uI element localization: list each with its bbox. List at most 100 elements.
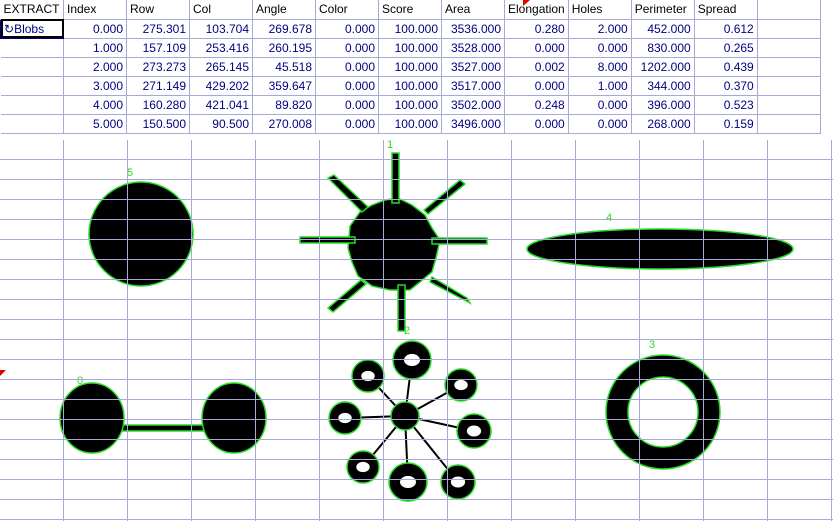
blob-label-0: 0 xyxy=(77,375,83,387)
table-cell[interactable]: 157.109 xyxy=(126,38,190,58)
empty-cell[interactable] xyxy=(757,38,821,58)
table-cell[interactable]: 100.000 xyxy=(378,114,442,134)
table-cell[interactable]: 0.248 xyxy=(504,95,569,115)
table-cell[interactable]: 3496.000 xyxy=(441,114,505,134)
column-header[interactable]: Elongation xyxy=(504,0,569,20)
column-header[interactable]: Perimeter xyxy=(631,0,695,20)
table-cell[interactable]: 3528.000 xyxy=(441,38,505,58)
column-header[interactable]: Holes xyxy=(568,0,632,20)
table-cell[interactable]: 100.000 xyxy=(378,76,442,96)
table-cell[interactable]: 253.416 xyxy=(189,38,253,58)
table-cell[interactable]: 0.265 xyxy=(694,38,758,58)
comment-marker xyxy=(0,370,6,376)
table-cell[interactable]: 3502.000 xyxy=(441,95,505,115)
table-cell[interactable]: 0.000 xyxy=(568,38,632,58)
column-header[interactable]: Color xyxy=(315,0,379,20)
table-cell[interactable]: 0.000 xyxy=(568,114,632,134)
empty-cell[interactable] xyxy=(0,76,64,96)
table-row: 5.000 150.500 90.500 270.008 0.000 100.000 349… xyxy=(0,114,821,134)
column-header[interactable]: Spread xyxy=(694,0,758,20)
empty-cell[interactable] xyxy=(0,114,64,134)
table-cell[interactable]: 45.518 xyxy=(252,57,316,77)
table-cell[interactable]: 452.000 xyxy=(631,19,695,39)
table-cell[interactable]: 4.000 xyxy=(63,95,127,115)
table-cell[interactable]: 269.678 xyxy=(252,19,316,39)
table-cell[interactable]: 0.370 xyxy=(694,76,758,96)
table-cell[interactable]: 429.202 xyxy=(189,76,253,96)
table-cell[interactable]: 830.000 xyxy=(631,38,695,58)
table-cell[interactable]: 0.612 xyxy=(694,19,758,39)
table-cell[interactable]: 0.002 xyxy=(504,57,569,77)
table-cell[interactable]: 396.000 xyxy=(631,95,695,115)
corner-cell[interactable]: EXTRACT xyxy=(0,0,64,20)
table-cell[interactable]: 2.000 xyxy=(63,57,127,77)
empty-cell[interactable] xyxy=(757,0,821,20)
table-row: 4.000 160.280 421.041 89.820 0.000 100.000 350… xyxy=(0,95,821,115)
empty-cell[interactable] xyxy=(0,95,64,115)
empty-cell[interactable] xyxy=(757,114,821,134)
table-cell[interactable]: 0.280 xyxy=(504,19,569,39)
table-cell[interactable]: 3527.000 xyxy=(441,57,505,77)
table-cell[interactable]: 0.000 xyxy=(315,95,379,115)
table-cell[interactable]: 0.523 xyxy=(694,95,758,115)
table-cell[interactable]: 0.439 xyxy=(694,57,758,77)
column-header[interactable]: Row xyxy=(126,0,190,20)
table-cell[interactable]: 260.195 xyxy=(252,38,316,58)
table-cell[interactable]: 100.000 xyxy=(378,57,442,77)
table-cell[interactable]: 270.008 xyxy=(252,114,316,134)
column-header[interactable]: Area xyxy=(441,0,505,20)
table-cell[interactable]: 150.500 xyxy=(126,114,190,134)
table-cell[interactable]: 271.149 xyxy=(126,76,190,96)
table-cell[interactable]: 160.280 xyxy=(126,95,190,115)
table-cell[interactable]: 0.000 xyxy=(568,95,632,115)
selected-cell-blobs[interactable]: ↻Blobs xyxy=(0,18,64,39)
table-cell[interactable]: 268.000 xyxy=(631,114,695,134)
table-cell[interactable]: 265.145 xyxy=(189,57,253,77)
blob-label-5: 5 xyxy=(127,167,133,179)
wheel-ring-hole xyxy=(404,353,420,367)
column-header[interactable]: Index xyxy=(63,0,127,20)
table-cell[interactable]: 100.000 xyxy=(378,19,442,39)
empty-cell[interactable] xyxy=(0,57,64,77)
table-cell[interactable]: 0.000 xyxy=(315,114,379,134)
table-cell[interactable]: 0.000 xyxy=(315,38,379,58)
table-cell[interactable]: 0.000 xyxy=(315,57,379,77)
blob-1-star xyxy=(299,152,488,332)
table-cell[interactable]: 0.000 xyxy=(315,19,379,39)
table-cell[interactable]: 1.000 xyxy=(568,76,632,96)
table-cell[interactable]: 89.820 xyxy=(252,95,316,115)
table-cell[interactable]: 273.273 xyxy=(126,57,190,77)
comment-marker xyxy=(523,0,530,6)
table-cell[interactable]: 2.000 xyxy=(568,19,632,39)
column-header[interactable]: Col xyxy=(189,0,253,20)
table-cell[interactable]: 0.000 xyxy=(315,76,379,96)
table-cell[interactable]: 100.000 xyxy=(378,95,442,115)
empty-cell[interactable] xyxy=(757,19,821,39)
table-cell[interactable]: 90.500 xyxy=(189,114,253,134)
wheel-hub xyxy=(390,401,420,431)
column-header[interactable]: Score xyxy=(378,0,442,20)
table-cell[interactable]: 100.000 xyxy=(378,38,442,58)
table-cell[interactable]: 3536.000 xyxy=(441,19,505,39)
table-cell[interactable]: 1.000 xyxy=(63,38,127,58)
table-cell[interactable]: 0.000 xyxy=(504,38,569,58)
table-cell[interactable]: 103.704 xyxy=(189,19,253,39)
table-cell[interactable]: 0.000 xyxy=(63,19,127,39)
table-cell[interactable]: 0.000 xyxy=(504,76,569,96)
table-cell[interactable]: 359.647 xyxy=(252,76,316,96)
table-cell[interactable]: 8.000 xyxy=(568,57,632,77)
table-cell[interactable]: 421.041 xyxy=(189,95,253,115)
table-cell[interactable]: 3517.000 xyxy=(441,76,505,96)
empty-cell[interactable] xyxy=(0,38,64,58)
column-header[interactable]: Angle xyxy=(252,0,316,20)
table-cell[interactable]: 275.301 xyxy=(126,19,190,39)
empty-cell[interactable] xyxy=(757,76,821,96)
table-cell[interactable]: 0.159 xyxy=(694,114,758,134)
table-cell[interactable]: 3.000 xyxy=(63,76,127,96)
empty-cell[interactable] xyxy=(757,95,821,115)
empty-cell[interactable] xyxy=(757,57,821,77)
table-cell[interactable]: 344.000 xyxy=(631,76,695,96)
table-cell[interactable]: 1202.000 xyxy=(631,57,695,77)
table-cell[interactable]: 0.000 xyxy=(504,114,569,134)
table-cell[interactable]: 5.000 xyxy=(63,114,127,134)
